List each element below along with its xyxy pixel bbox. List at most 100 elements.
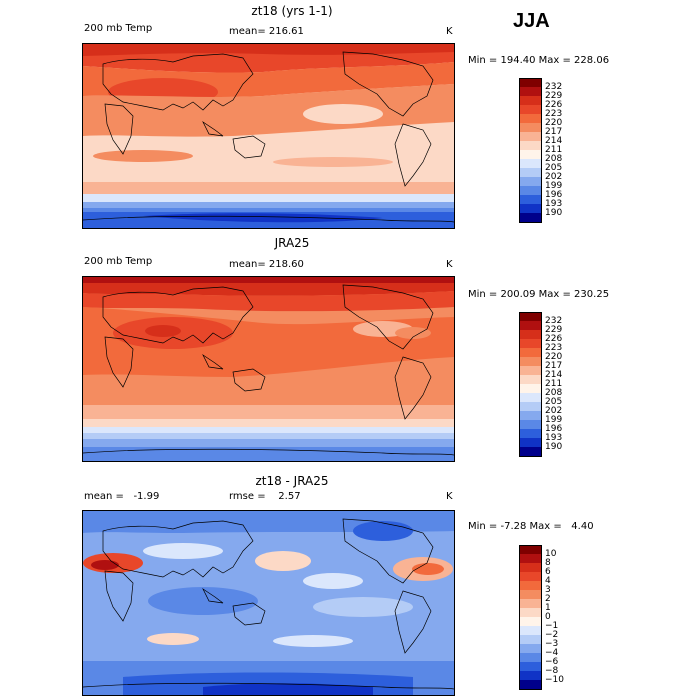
- panel-1-units: K: [446, 26, 453, 37]
- colorbar-tick-label: 232: [545, 82, 563, 92]
- colorbar-swatch: [519, 150, 542, 159]
- colorbar-swatch: [519, 402, 542, 411]
- colorbar-swatch: [519, 554, 542, 563]
- colorbar-swatch: [519, 213, 542, 223]
- colorbar-tick-label: 1: [545, 603, 551, 613]
- colorbar-tick-label: −3: [545, 639, 559, 649]
- colorbar-tick-label: 4: [545, 576, 551, 586]
- colorbar-tick-label: 220: [545, 118, 563, 128]
- colorbar-tick-label: 223: [545, 343, 563, 353]
- colorbar-swatch: [519, 411, 542, 420]
- colorbar-swatch: [519, 357, 542, 366]
- colorbar-tick-label: 196: [545, 424, 563, 434]
- colorbar-tick-label: 217: [545, 361, 563, 371]
- colorbar-tick-label: 193: [545, 433, 563, 443]
- colorbar-swatch: [519, 599, 542, 608]
- colorbar-swatch: [519, 608, 542, 617]
- colorbar-tick-label: −8: [545, 666, 559, 676]
- colorbar-tick-label: 190: [545, 208, 563, 218]
- colorbar-swatch: [519, 644, 542, 653]
- colorbar-swatch: [519, 626, 542, 635]
- colorbar-tick-label: −6: [545, 657, 559, 667]
- colorbar-tick-label: 226: [545, 100, 563, 110]
- panel-1-mean-label: mean= 216.61: [229, 26, 304, 37]
- colorbar-swatch: [519, 168, 542, 177]
- colorbar-tick-label: 226: [545, 334, 563, 344]
- colorbar-tick-label: 217: [545, 127, 563, 137]
- colorbar-tick-label: −2: [545, 630, 559, 640]
- colorbar-swatch: [519, 581, 542, 590]
- panel-3-rmse-label: rmse = 2.57: [229, 491, 301, 502]
- colorbar-tick-label: 205: [545, 397, 563, 407]
- colorbar-tick-label: −4: [545, 648, 559, 658]
- colorbar-swatch: [519, 159, 542, 168]
- colorbar-swatch: [519, 447, 542, 457]
- panel-3-minmax: Min = -7.28 Max = 4.40: [468, 521, 594, 532]
- panel-3-units: K: [446, 491, 453, 502]
- colorbar-tick-label: 220: [545, 352, 563, 362]
- panel-2-map: [82, 276, 455, 462]
- colorbar-swatch: [519, 204, 542, 213]
- colorbar-tick-label: 205: [545, 163, 563, 173]
- colorbar-swatch: [519, 105, 542, 114]
- colorbar-tick-label: 208: [545, 388, 563, 398]
- colorbar-tick-label: 229: [545, 91, 563, 101]
- colorbar-swatch: [519, 312, 542, 322]
- colorbar-swatch: [519, 429, 542, 438]
- panel-3-map: [82, 510, 455, 696]
- colorbar-tick-label: 202: [545, 172, 563, 182]
- colorbar-tick-label: 3: [545, 585, 551, 595]
- colorbar-swatch: [519, 590, 542, 599]
- panel-1-minmax: Min = 194.40 Max = 228.06: [468, 55, 610, 66]
- colorbar-tick-label: 193: [545, 199, 563, 209]
- panel-2-minmax: Min = 200.09 Max = 230.25: [468, 289, 610, 300]
- panel-1-title: zt18 (yrs 1-1): [251, 4, 333, 18]
- colorbar-tick-label: 10: [545, 549, 557, 559]
- colorbar-swatch: [519, 348, 542, 357]
- colorbar-swatch: [519, 393, 542, 402]
- colorbar-swatch: [519, 375, 542, 384]
- colorbar-swatch: [519, 141, 542, 150]
- colorbar-tick-label: 211: [545, 379, 563, 389]
- colorbar-swatch: [519, 195, 542, 204]
- colorbar-swatch: [519, 96, 542, 105]
- colorbar-swatch: [519, 653, 542, 662]
- colorbar-tick-label: 223: [545, 109, 563, 119]
- colorbar-swatch: [519, 339, 542, 348]
- colorbar-swatch: [519, 132, 542, 141]
- colorbar-swatch: [519, 662, 542, 671]
- colorbar-swatch: [519, 572, 542, 581]
- panel-3-title: zt18 - JRA25: [255, 474, 329, 488]
- colorbar-swatch: [519, 680, 542, 690]
- colorbar-swatch: [519, 330, 542, 339]
- colorbar-tick-label: 199: [545, 415, 563, 425]
- panel-1-left-label: 200 mb Temp: [84, 23, 153, 34]
- panel-1-map: [82, 43, 455, 229]
- colorbar-swatch: [519, 123, 542, 132]
- colorbar-tick-label: 8: [545, 558, 551, 568]
- panel-3-mean-label: mean = -1.99: [84, 491, 160, 502]
- colorbar-tick-label: 211: [545, 145, 563, 155]
- colorbar-tick-label: −1: [545, 621, 559, 631]
- colorbar-tick-label: 214: [545, 370, 563, 380]
- colorbar-swatch: [519, 321, 542, 330]
- colorbar-swatch: [519, 671, 542, 680]
- colorbar-swatch: [519, 635, 542, 644]
- colorbar-swatch: [519, 78, 542, 88]
- panel-2-units: K: [446, 259, 453, 270]
- colorbar-tick-label: 0: [545, 612, 551, 622]
- panel-2-mean-label: mean= 218.60: [229, 259, 304, 270]
- colorbar-swatch: [519, 366, 542, 375]
- colorbar-tick-label: 190: [545, 442, 563, 452]
- panel-2-title: JRA25: [274, 236, 310, 250]
- colorbar-tick-label: 196: [545, 190, 563, 200]
- colorbar-tick-label: −10: [545, 675, 564, 685]
- colorbar-swatch: [519, 114, 542, 123]
- colorbar-swatch: [519, 545, 542, 555]
- colorbar-swatch: [519, 420, 542, 429]
- colorbar-swatch: [519, 563, 542, 572]
- colorbar-tick-label: 2: [545, 594, 551, 604]
- colorbar-tick-label: 208: [545, 154, 563, 164]
- colorbar-tick-label: 214: [545, 136, 563, 146]
